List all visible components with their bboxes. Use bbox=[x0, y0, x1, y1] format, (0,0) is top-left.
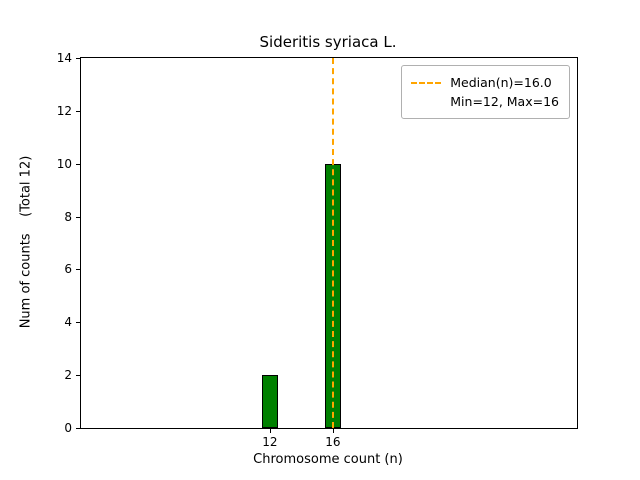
y-tick-mark-6 bbox=[76, 269, 81, 271]
y-tick-label-4: 4 bbox=[64, 315, 72, 330]
y-tick-mark-2 bbox=[76, 375, 81, 377]
legend: Median(n)=16.0 Min=12, Max=16 bbox=[401, 65, 570, 119]
y-tick-label-8: 8 bbox=[64, 209, 72, 224]
x-tick-mark-12 bbox=[269, 428, 271, 433]
x-tick-label-12: 12 bbox=[262, 435, 278, 449]
x-axis-label: Chromosome count (n) bbox=[253, 452, 403, 467]
plot-area: Median(n)=16.0 Min=12, Max=16 0 2 4 6 8 10 12 1… bbox=[57, 51, 578, 449]
y-tick-mark-10 bbox=[76, 163, 81, 165]
y-tick-mark-14 bbox=[76, 58, 81, 59]
y-tick-mark-8 bbox=[76, 216, 81, 218]
y-tick-label-12: 12 bbox=[56, 103, 72, 118]
y-tick-mark-12 bbox=[76, 110, 81, 112]
y-axis-label: Num of counts (Total 12) bbox=[18, 155, 34, 329]
y-tick-label-0: 0 bbox=[64, 421, 72, 435]
legend-label-minmax: Min=12, Max=16 bbox=[450, 94, 559, 109]
legend-entry-minmax: Min=12, Max=16 bbox=[411, 92, 559, 111]
y-tick-label-14: 14 bbox=[56, 51, 72, 65]
y-tick-mark-4 bbox=[76, 322, 81, 324]
x-tick-mark-16 bbox=[332, 428, 334, 433]
legend-dashed-line-icon bbox=[411, 81, 442, 84]
legend-entry-median: Median(n)=16.0 bbox=[411, 73, 559, 92]
chart-title: Sideritis syriaca L. bbox=[259, 33, 397, 51]
y-tick-mark-0 bbox=[76, 428, 81, 429]
legend-label-median: Median(n)=16.0 bbox=[450, 75, 552, 90]
median-line bbox=[331, 58, 334, 428]
y-tick-label-2: 2 bbox=[64, 368, 72, 383]
y-tick-label-10: 10 bbox=[56, 156, 72, 171]
y-tick-label-6: 6 bbox=[64, 262, 72, 277]
x-tick-label-16: 16 bbox=[325, 435, 341, 449]
bar-12 bbox=[262, 375, 278, 428]
